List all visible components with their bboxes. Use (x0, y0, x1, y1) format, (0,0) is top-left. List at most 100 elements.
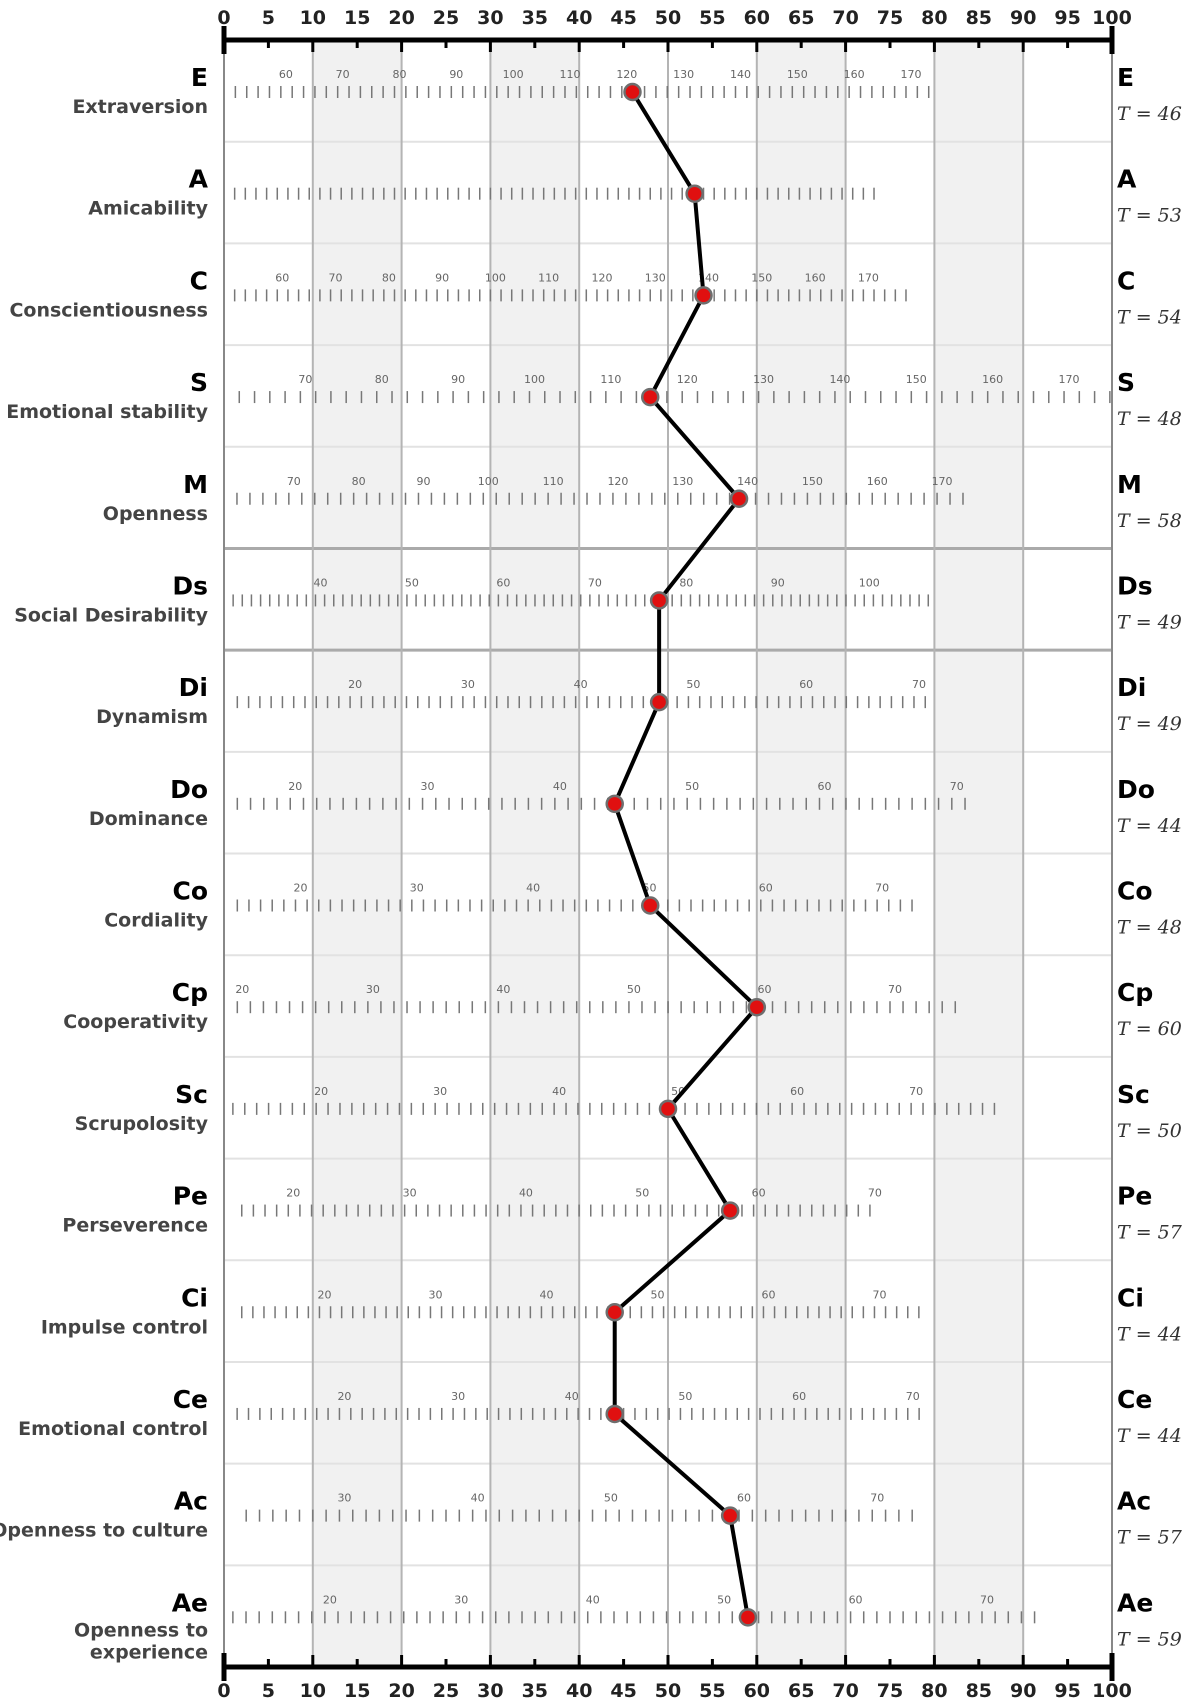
raw-tick-label: 60 (849, 1593, 863, 1606)
raw-tick-label: 100 (503, 68, 524, 81)
raw-tick-label: 80 (375, 373, 389, 386)
raw-tick-label: 90 (449, 68, 463, 81)
raw-tick-label: 40 (471, 1492, 485, 1505)
raw-scale: 70 80 90 100 110 120 130 140 150 160 170 (236, 475, 964, 505)
raw-tick-label: 20 (323, 1593, 337, 1606)
raw-tick-label: 30 (433, 1085, 447, 1098)
x-tick-label: 15 (344, 7, 370, 29)
trait-code-right: Ds (1117, 571, 1153, 600)
x-tick-label: 25 (433, 7, 459, 29)
trait-row-ac: Ac Openness to culture Ac T = 57 30 40 50 60 70 (0, 1487, 1183, 1549)
raw-tick-label: 60 (275, 271, 289, 284)
raw-tick-label: 70 (950, 780, 964, 793)
point-ac (720, 1506, 740, 1525)
raw-tick-label: 70 (868, 1187, 882, 1200)
trait-name: Openness (103, 503, 208, 525)
raw-tick-label: 60 (759, 882, 773, 895)
raw-tick-label: 70 (980, 1593, 994, 1606)
raw-tick-label: 50 (650, 1288, 664, 1301)
trait-row-ce: Ce Emotional control Ce T = 44 20 30 40 50 60 70 (18, 1385, 1182, 1447)
point-ce (605, 1404, 624, 1424)
profile-line (612, 90, 759, 1618)
raw-scale: 20 30 40 50 60 70 (236, 1390, 920, 1420)
x-tick-label: 30 (477, 7, 503, 29)
trait-name: Perseverence (62, 1215, 208, 1237)
trait-t-score: T = 54 (1117, 306, 1182, 328)
raw-tick-label: 100 (485, 271, 506, 284)
vertical-gridlines (311, 40, 1025, 1667)
x-tick-label: 80 (921, 7, 947, 29)
raw-tick-label: 80 (679, 576, 693, 589)
x-tick-label: 75 (877, 1680, 903, 1702)
raw-tick-label: 40 (526, 882, 540, 895)
trait-row-do: Do Dominance Do T = 44 20 30 40 50 60 70 (89, 775, 1182, 837)
x-tick-label: 20 (388, 7, 414, 29)
chart-frame (221, 26, 1115, 1681)
raw-tick-label: 160 (844, 68, 865, 81)
x-tick-label: 10 (300, 1680, 326, 1702)
trait-code: S (190, 368, 208, 397)
trait-code-right: Sc (1117, 1080, 1150, 1109)
raw-tick-label: 70 (336, 68, 350, 81)
raw-tick-label: 60 (761, 1288, 775, 1301)
x-tick-label: 5 (262, 7, 275, 29)
raw-tick-label: 30 (403, 1187, 417, 1200)
trait-t-score: T = 44 (1117, 1425, 1182, 1447)
point-sc (658, 1099, 678, 1119)
raw-tick-label: 70 (588, 576, 602, 589)
trait-code-right: Do (1117, 775, 1155, 804)
x-tick-label: 75 (877, 7, 903, 29)
raw-tick-label: 20 (288, 780, 302, 793)
trait-code: Ce (173, 1385, 208, 1414)
trait-name: Dominance (89, 808, 208, 830)
x-tick-label: 50 (655, 1680, 681, 1702)
trait-name: experience (90, 1641, 208, 1663)
point-a (685, 184, 704, 203)
x-tick-label: 45 (610, 7, 636, 29)
trait-rows: E Extraversion E T = 46 60 70 80 90 100 110 120 130… (0, 63, 1183, 1663)
raw-tick-label: 20 (286, 1187, 300, 1200)
raw-tick-label: 170 (1059, 373, 1080, 386)
trait-code: Ds (172, 571, 208, 600)
raw-tick-label: 60 (279, 68, 293, 81)
raw-tick-label: 30 (454, 1593, 468, 1606)
raw-tick-label: 110 (600, 373, 621, 386)
trait-code-right: E (1117, 63, 1134, 92)
trait-name: Amicability (88, 198, 208, 220)
raw-scale: 20 30 40 50 60 70 (232, 1593, 1036, 1624)
raw-tick-label: 80 (382, 271, 396, 284)
raw-tick-label: 130 (672, 475, 693, 488)
trait-name: Openness to culture (0, 1520, 208, 1542)
raw-tick-label: 90 (435, 271, 449, 284)
raw-tick-label: 140 (829, 373, 850, 386)
trait-row-di: Di Dynamism Di T = 49 20 30 40 50 60 70 (96, 673, 1182, 735)
trait-row-ci: Ci Impulse control Ci T = 44 20 30 40 50 60 70 (41, 1283, 1182, 1345)
raw-tick-label: 50 (604, 1492, 618, 1505)
x-tick-label: 0 (217, 7, 230, 29)
trait-name: Social Desirability (14, 604, 208, 626)
point-pe (720, 1201, 740, 1220)
raw-tick-label: 40 (586, 1593, 600, 1606)
raw-tick-label: 150 (751, 271, 772, 284)
raw-tick-label: 60 (799, 678, 813, 691)
point-di (649, 692, 669, 712)
x-tick-label: 80 (921, 1680, 947, 1702)
trait-t-score: T = 48 (1117, 917, 1182, 939)
x-tick-label: 85 (966, 7, 992, 29)
trait-name: Conscientiousness (9, 299, 208, 321)
trait-name: Impulse control (41, 1316, 208, 1338)
trait-t-score: T = 57 (1117, 1222, 1183, 1244)
x-tick-label: 10 (300, 7, 326, 29)
raw-tick-label: 70 (909, 1085, 923, 1098)
raw-scale: 60 70 80 90 100 110 120 130 140 150 160 170 (234, 68, 930, 98)
raw-tick-label: 120 (591, 271, 612, 284)
raw-tick-label: 70 (875, 882, 889, 895)
trait-code-right: Ce (1117, 1385, 1152, 1414)
trait-code-right: Pe (1117, 1182, 1152, 1211)
bottom-axis: 0 5 10 15 20 25 30 35 40 45 50 55 60 65 70 75 80 85 90 95 10… (217, 1680, 1131, 1702)
x-tick-label: 65 (788, 7, 814, 29)
trait-code-right: Ac (1117, 1487, 1151, 1516)
raw-tick-label: 20 (293, 882, 307, 895)
point-m (729, 489, 749, 508)
